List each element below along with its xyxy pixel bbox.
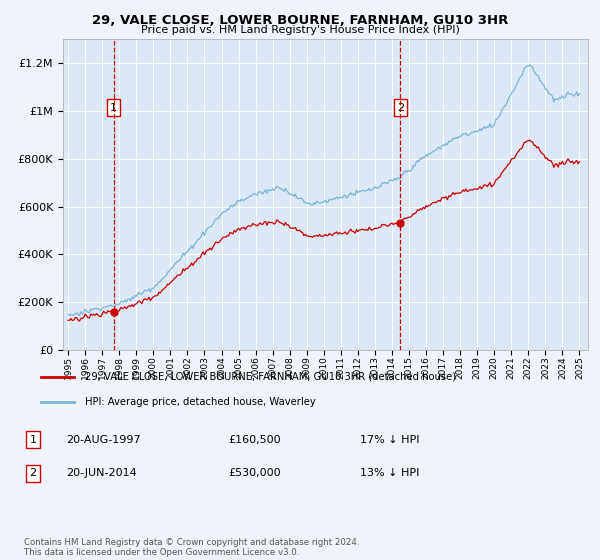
Text: 17% ↓ HPI: 17% ↓ HPI [360, 435, 419, 445]
Text: Contains HM Land Registry data © Crown copyright and database right 2024.
This d: Contains HM Land Registry data © Crown c… [24, 538, 359, 557]
Text: 2: 2 [397, 102, 404, 113]
Text: 13% ↓ HPI: 13% ↓ HPI [360, 468, 419, 478]
Text: 1: 1 [110, 102, 117, 113]
Text: HPI: Average price, detached house, Waverley: HPI: Average price, detached house, Wave… [85, 396, 316, 407]
Text: 2: 2 [29, 468, 37, 478]
Text: £160,500: £160,500 [228, 435, 281, 445]
Text: 1: 1 [29, 435, 37, 445]
Text: 29, VALE CLOSE, LOWER BOURNE, FARNHAM, GU10 3HR (detached house): 29, VALE CLOSE, LOWER BOURNE, FARNHAM, G… [85, 372, 457, 382]
Text: 29, VALE CLOSE, LOWER BOURNE, FARNHAM, GU10 3HR: 29, VALE CLOSE, LOWER BOURNE, FARNHAM, G… [92, 14, 508, 27]
Text: 20-AUG-1997: 20-AUG-1997 [66, 435, 140, 445]
Text: 20-JUN-2014: 20-JUN-2014 [66, 468, 137, 478]
Text: £530,000: £530,000 [228, 468, 281, 478]
Text: Price paid vs. HM Land Registry's House Price Index (HPI): Price paid vs. HM Land Registry's House … [140, 25, 460, 35]
